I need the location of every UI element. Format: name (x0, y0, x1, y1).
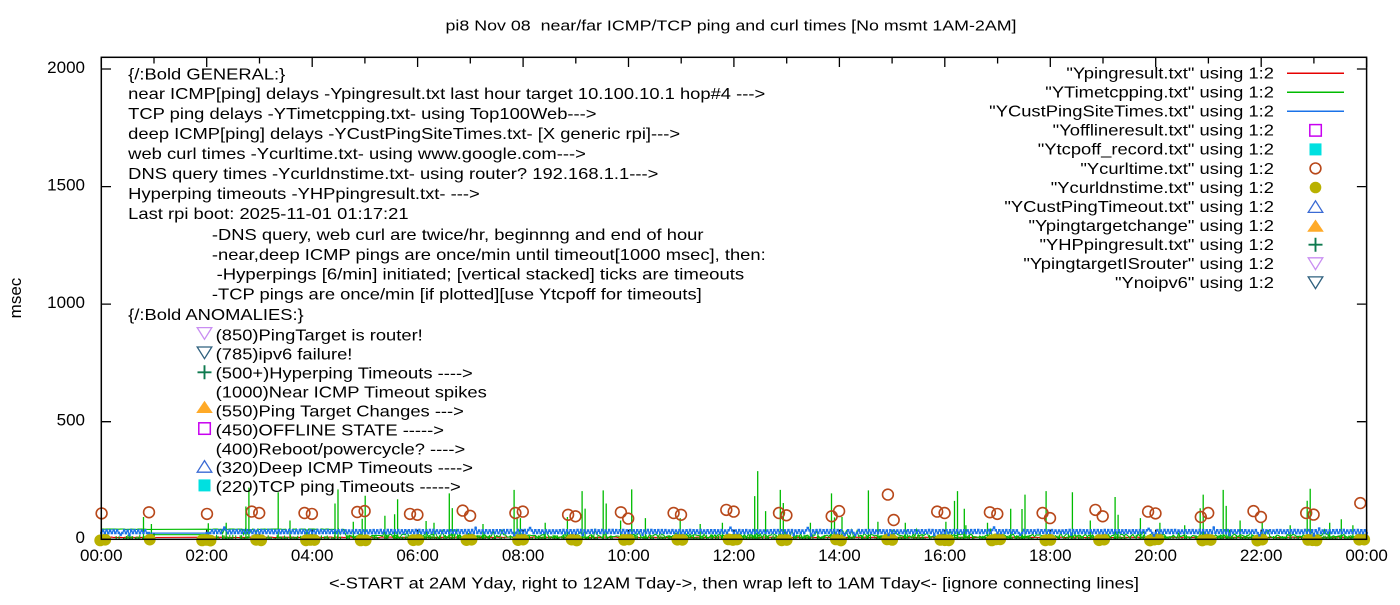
svg-text:-TCP pings are once/min [if pl: -TCP pings are once/min [if plotted][use… (212, 286, 702, 303)
svg-text:(450)OFFLINE STATE ----->: (450)OFFLINE STATE -----> (216, 422, 444, 439)
svg-text:"YCustPingSiteTimes.txt" using: "YCustPingSiteTimes.txt" using 1:2 (989, 104, 1274, 121)
svg-text:22:00: 22:00 (1240, 546, 1283, 565)
svg-text:Hyperping timeouts -YHPpingres: Hyperping timeouts -YHPpingresult.txt- -… (128, 186, 480, 203)
svg-text:-Hyperpings [6/min] initiated;: -Hyperpings [6/min] initiated; [vertical… (217, 267, 745, 284)
svg-text:(220)TCP ping Timeouts ----->: (220)TCP ping Timeouts -----> (216, 479, 461, 496)
svg-text:2000: 2000 (47, 58, 85, 77)
svg-text:"YTimetcpping.txt" using 1:2: "YTimetcpping.txt" using 1:2 (1045, 85, 1274, 102)
svg-text:1500: 1500 (47, 176, 85, 195)
svg-text:06:00: 06:00 (396, 546, 439, 565)
svg-text:(1000)Near ICMP Timeout spikes: (1000)Near ICMP Timeout spikes (216, 385, 487, 402)
svg-text:(850)PingTarget is router!: (850)PingTarget is router! (216, 328, 423, 345)
svg-text:(320)Deep ICMP Timeouts ---->: (320)Deep ICMP Timeouts ----> (216, 460, 473, 477)
svg-text:"YCustPingTimeout.txt" using 1: "YCustPingTimeout.txt" using 1:2 (1004, 199, 1274, 216)
svg-text:"Yofflineresult.txt" using 1:2: "Yofflineresult.txt" using 1:2 (1053, 123, 1274, 140)
svg-text:(400)Reboot/powercycle? ---->: (400)Reboot/powercycle? ----> (216, 441, 466, 458)
svg-text:"Ytcpoff_record.txt" using 1:2: "Ytcpoff_record.txt" using 1:2 (1038, 142, 1274, 159)
svg-text:-near,deep ICMP pings are once: -near,deep ICMP pings are once/min until… (212, 247, 766, 264)
svg-text:(785)ipv6 failure!: (785)ipv6 failure! (216, 347, 353, 364)
svg-text:pi8 Nov 08 near/far ICMP/TCP: pi8 Nov 08 near/far ICMP/TCP ping and cu… (446, 17, 1017, 34)
svg-text:msec: msec (6, 277, 25, 318)
svg-text:(500+)Hyperping Timeouts ---->: (500+)Hyperping Timeouts ----> (216, 366, 473, 383)
svg-text:14:00: 14:00 (818, 546, 861, 565)
svg-text:"Ycurltime.txt" using 1:2: "Ycurltime.txt" using 1:2 (1080, 161, 1274, 178)
svg-text:"Ypingtargetchange" using 1:2: "Ypingtargetchange" using 1:2 (1029, 218, 1275, 235)
svg-text:20:00: 20:00 (1134, 546, 1177, 565)
svg-text:web curl times -Ycurltime.txt-: web curl times -Ycurltime.txt- using www… (127, 146, 586, 163)
svg-text:04:00: 04:00 (291, 546, 334, 565)
svg-text:near ICMP[ping] delays -Ypingr: near ICMP[ping] delays -Ypingresult.txt … (128, 86, 765, 103)
svg-text:0: 0 (76, 528, 85, 547)
svg-text:deep ICMP[ping] delays -YCustP: deep ICMP[ping] delays -YCustPingSiteTim… (128, 126, 680, 143)
svg-text:1000: 1000 (47, 293, 85, 312)
svg-text:00:00: 00:00 (1345, 546, 1388, 565)
svg-text:-DNS query, web curl are twice: -DNS query, web curl are twice/hr, begin… (212, 227, 704, 244)
svg-text:00:00: 00:00 (80, 546, 123, 565)
svg-text:500: 500 (57, 411, 85, 430)
svg-text:{/:Bold ANOMALIES:}: {/:Bold ANOMALIES:} (128, 307, 304, 324)
svg-text:18:00: 18:00 (1029, 546, 1072, 565)
svg-text:TCP ping delays -YTimetcpping.: TCP ping delays -YTimetcpping.txt- using… (128, 106, 596, 123)
svg-text:"Ynoipv6" using 1:2: "Ynoipv6" using 1:2 (1115, 275, 1274, 292)
svg-text:Last rpi boot: 2025-11-01 01:1: Last rpi boot: 2025-11-01 01:17:21 (128, 206, 409, 223)
svg-text:"Ypingresult.txt" using 1:2: "Ypingresult.txt" using 1:2 (1066, 66, 1274, 83)
svg-text:"YpingtargetISrouter" using 1:: "YpingtargetISrouter" using 1:2 (1023, 256, 1274, 273)
svg-text:<-START at 2AM Yday, right to: <-START at 2AM Yday, right to 12AM Tday-… (329, 575, 1139, 592)
svg-text:{/:Bold GENERAL:}: {/:Bold GENERAL:} (128, 66, 286, 83)
svg-text:"YHPpingresult.txt" using 1:2: "YHPpingresult.txt" using 1:2 (1040, 237, 1275, 254)
svg-text:(550)Ping Target Changes --->: (550)Ping Target Changes ---> (216, 403, 464, 420)
svg-text:16:00: 16:00 (924, 546, 967, 565)
svg-text:08:00: 08:00 (502, 546, 545, 565)
svg-text:"Ycurldnstime.txt" using 1:2: "Ycurldnstime.txt" using 1:2 (1051, 180, 1274, 197)
svg-text:DNS query times -Ycurldnstime.: DNS query times -Ycurldnstime.txt- using… (128, 166, 658, 183)
svg-text:02:00: 02:00 (185, 546, 228, 565)
svg-text:10:00: 10:00 (607, 546, 650, 565)
svg-text:12:00: 12:00 (713, 546, 756, 565)
